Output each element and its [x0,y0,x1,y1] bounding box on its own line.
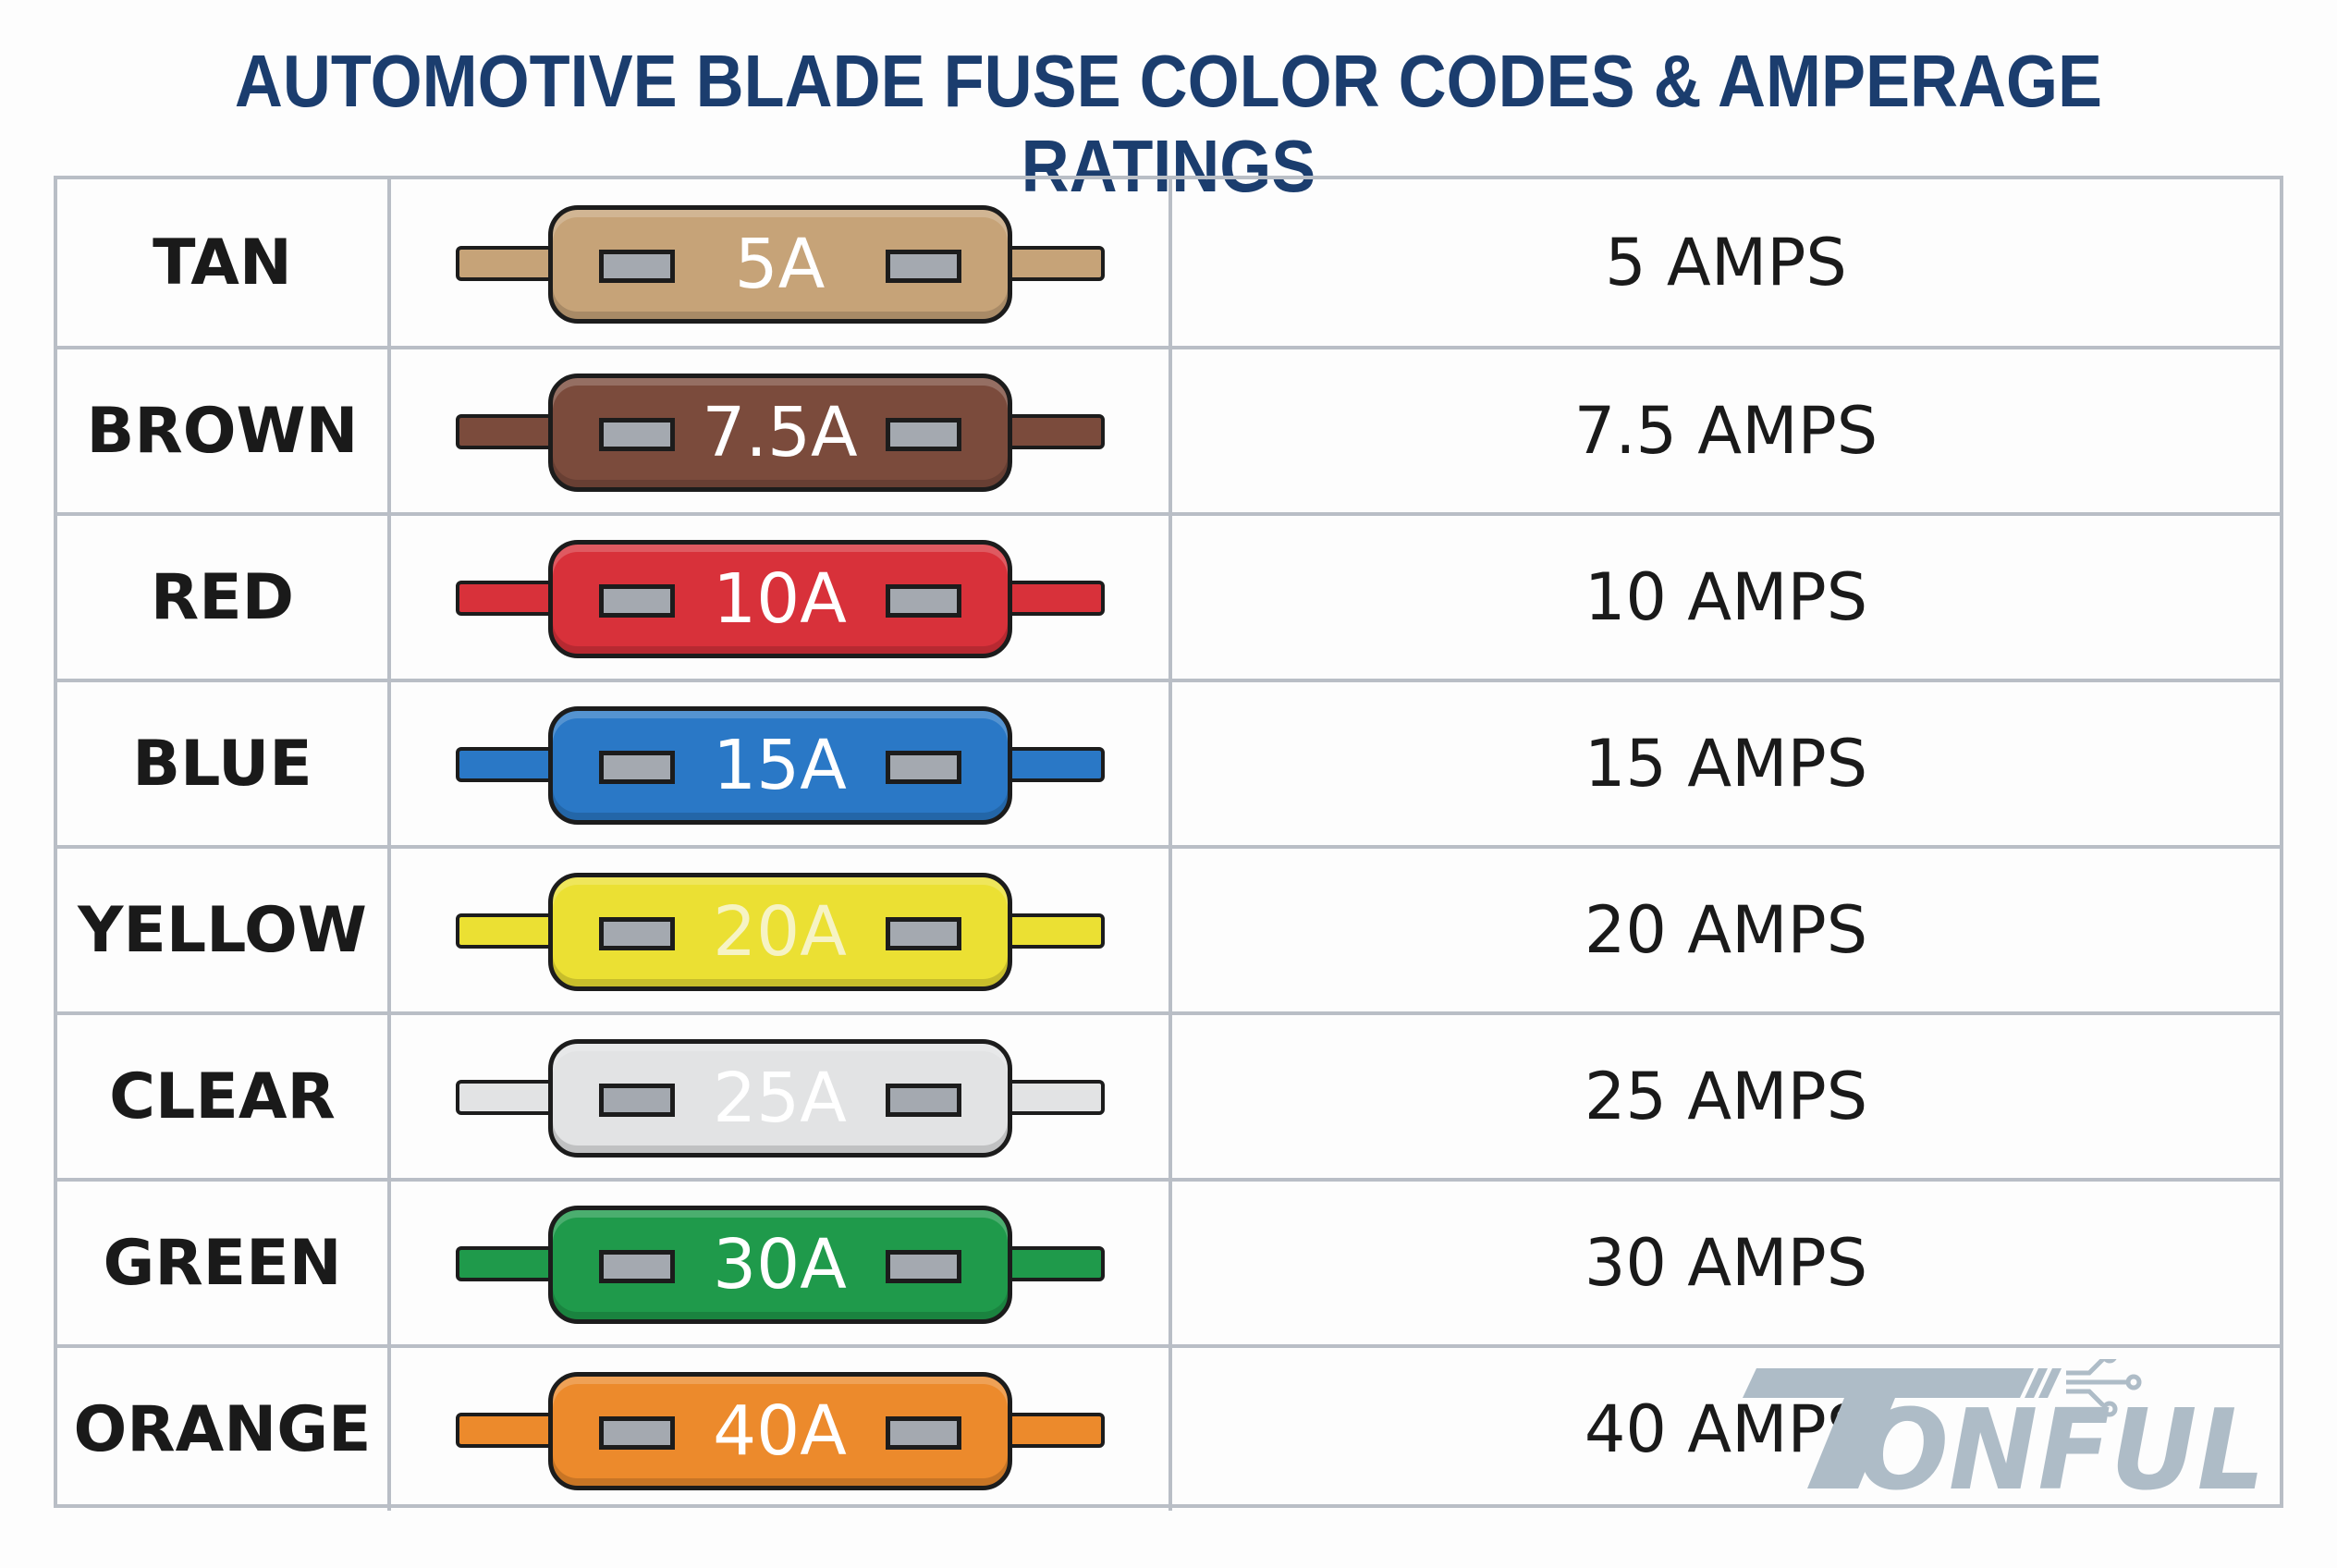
color-name: CLEAR [57,1015,391,1178]
fuse-window [598,751,675,784]
fuse-window [885,1416,961,1450]
fuse-lead [995,246,1105,281]
fuse-label: 15A [713,726,847,805]
fuse-window [885,1250,961,1283]
fuse-window [598,1250,675,1283]
fuse-lead [995,1246,1105,1281]
fuse-cell: 5A [391,179,1172,346]
amperage-rating: 5 AMPS [1605,225,1847,300]
color-name: BROWN [57,349,391,512]
amperage-rating: 30 AMPS [1584,1225,1868,1301]
fuse-cell: 7.5A [391,349,1172,512]
fuse-body: 25A [547,1039,1012,1158]
amperage-rating: 40 AMPS [1584,1391,1868,1467]
fuse-lead [455,246,565,281]
fuse-window [885,250,961,283]
fuse-lead [455,1080,565,1115]
fuse-row: BROWN 7.5A 7.5 AMPS [57,346,2280,512]
fuse-label: 5A [734,225,826,304]
fuse-row: CLEAR 25A 25 AMPS [57,1011,2280,1178]
fuse-body: 40A [547,1372,1012,1490]
amperage-rating: 7.5 AMPS [1573,393,1878,469]
color-name: GREEN [57,1182,391,1344]
color-name: RED [57,516,391,679]
fuse-label: 7.5A [702,393,858,472]
fuse-lead [455,1246,565,1281]
fuse-window [598,1416,675,1450]
page-title: AUTOMOTIVE BLADE FUSE COLOR CODES & AMPE… [234,40,2103,207]
blade-fuse-icon: 10A [455,540,1105,658]
fuse-cell: 25A [391,1015,1172,1178]
blade-fuse-icon: 30A [455,1206,1105,1324]
fuse-lead [455,581,565,616]
amperage-rating: 25 AMPS [1584,1059,1868,1134]
fuse-row: ORANGE 40A 40 AMPS [57,1344,2280,1511]
blade-fuse-icon: 25A [455,1039,1105,1158]
fuse-window [598,917,675,950]
fuse-body: 20A [547,873,1012,991]
blade-fuse-icon: 7.5A [455,374,1105,492]
fuse-label: 20A [713,892,847,972]
fuse-lead [995,913,1105,949]
fuse-lead [995,581,1105,616]
fuse-window [598,418,675,451]
color-name: BLUE [57,682,391,845]
fuse-window [885,418,961,451]
amperage-rating: 15 AMPS [1584,726,1868,802]
fuse-lead [455,1413,565,1448]
fuse-cell: 40A [391,1348,1172,1511]
fuse-lead [455,913,565,949]
blade-fuse-icon: 40A [455,1372,1105,1490]
color-name: YELLOW [57,849,391,1011]
fuse-window [885,751,961,784]
amperage-rating: 20 AMPS [1584,892,1868,968]
blade-fuse-icon: 5A [455,205,1105,324]
fuse-row: RED 10A 10 AMPS [57,512,2280,679]
fuse-window [885,1084,961,1117]
fuse-label: 10A [713,559,847,639]
fuse-label: 40A [713,1391,847,1471]
fuse-cell: 10A [391,516,1172,679]
fuse-table: TAN 5A 5 AMPS BROWN 7.5A [54,176,2283,1511]
color-name: ORANGE [57,1348,391,1511]
svg-text:ONFUL: ONFUL [1858,1387,2265,1507]
fuse-row: YELLOW 20A 20 AMPS [57,845,2280,1011]
fuse-body: 5A [547,205,1012,324]
fuse-window [885,917,961,950]
fuse-body: 30A [547,1206,1012,1324]
fuse-cell: 30A [391,1182,1172,1344]
fuse-row: TAN 5A 5 AMPS [57,179,2280,346]
color-name: TAN [57,179,391,346]
fuse-lead [455,747,565,782]
blade-fuse-icon: 20A [455,873,1105,991]
fuse-body: 15A [547,706,1012,825]
fuse-label: 30A [713,1225,847,1305]
fuse-body: 10A [547,540,1012,658]
fuse-window [598,250,675,283]
fuse-window [598,584,675,618]
fuse-label: 25A [713,1059,847,1138]
blade-fuse-icon: 15A [455,706,1105,825]
fuse-cell: 20A [391,849,1172,1011]
fuse-row: GREEN 30A 30 AMPS [57,1178,2280,1344]
fuse-window [598,1084,675,1117]
fuse-window [885,584,961,618]
fuse-lead [995,1080,1105,1115]
amperage-rating: 10 AMPS [1584,559,1868,635]
fuse-cell: 15A [391,682,1172,845]
fuse-lead [995,747,1105,782]
tonful-logo: ONFUL [1743,1359,2265,1507]
fuse-row: BLUE 15A 15 AMPS [57,679,2280,845]
fuse-body: 7.5A [547,374,1012,492]
